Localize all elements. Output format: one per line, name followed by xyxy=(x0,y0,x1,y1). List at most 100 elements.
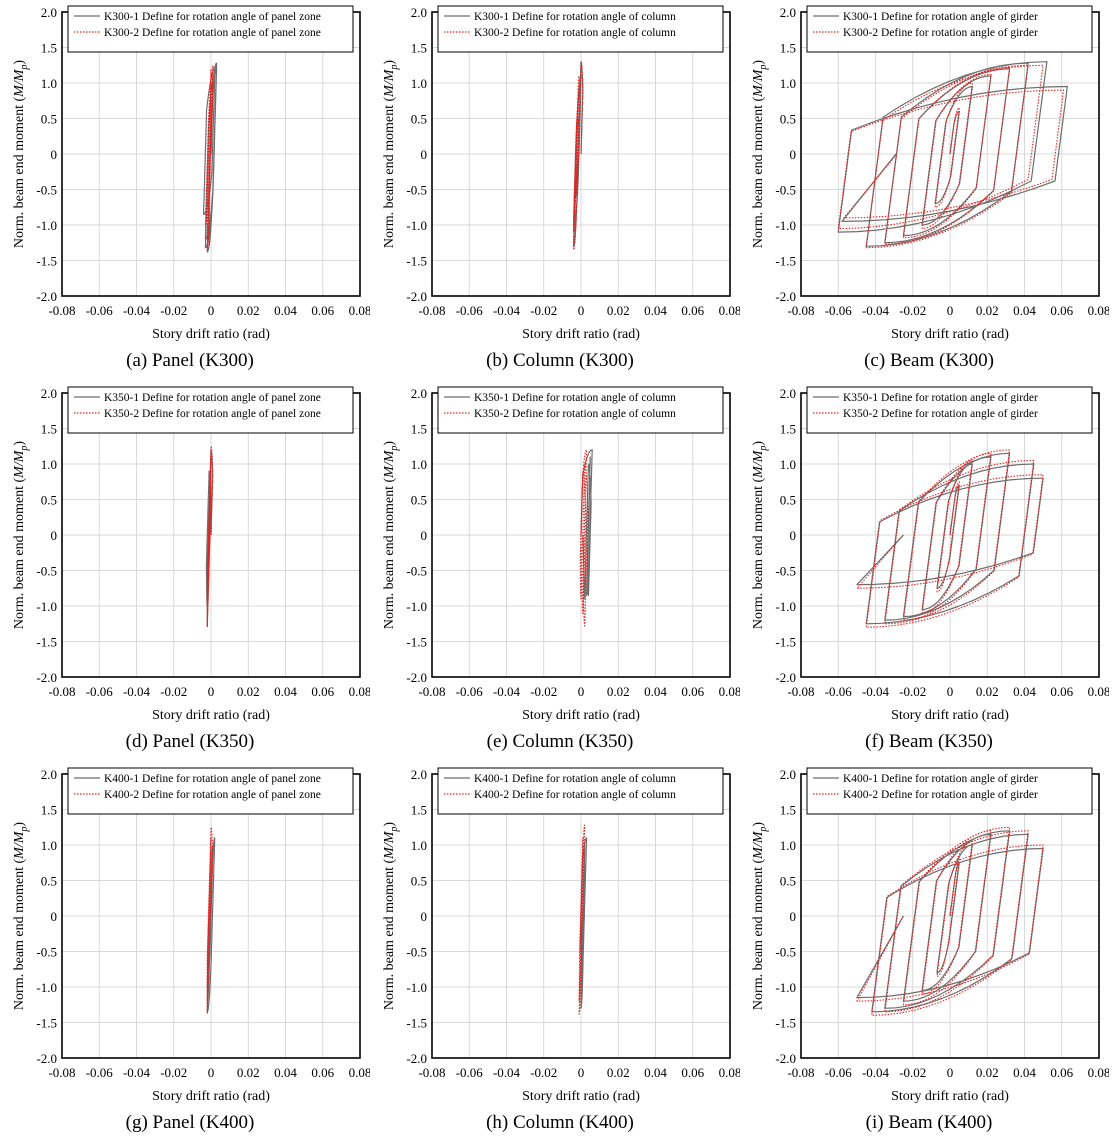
caption-c: (c) Beam (K300) xyxy=(864,350,994,371)
x-tick-label: 0.06 xyxy=(1050,684,1073,699)
y-tick-label: 0 xyxy=(51,147,58,162)
x-axis-label: Story drift ratio (rad) xyxy=(522,327,640,342)
y-tick-label: 0.5 xyxy=(41,874,57,889)
caption-i: (i) Beam (K400) xyxy=(865,1112,993,1133)
y-axis-label: Norm. beam end moment (M/Mp) xyxy=(751,60,769,248)
x-tick-label: -0.04 xyxy=(123,1065,151,1080)
chart-c: -0.08 -0.06 -0.04 -0.02 0 0.02 0.04 0.06 0.08 -2.… xyxy=(751,5,1109,342)
y-axis-label-subscript: p xyxy=(758,65,769,71)
x-tick-label: 0.02 xyxy=(607,303,630,318)
x-tick-label: -0.02 xyxy=(160,1065,187,1080)
y-tick-label: 0.5 xyxy=(780,493,796,508)
legend-label-2: K300-2 Define for rotation angle of colu… xyxy=(474,27,676,39)
y-tick-label: -1.5 xyxy=(406,635,427,650)
caption-a: (a) Panel (K300) xyxy=(126,350,254,371)
y-tick-label: 2.0 xyxy=(780,386,796,401)
x-tick-label: -0.04 xyxy=(123,684,151,699)
y-tick-label: -0.5 xyxy=(36,945,57,960)
legend: K300-1 Define for rotation angle of colu… xyxy=(437,5,724,53)
caption-f: (f) Beam (K350) xyxy=(865,731,993,752)
x-axis-label: Story drift ratio (rad) xyxy=(891,327,1009,342)
y-tick-label: -0.5 xyxy=(775,945,796,960)
x-tick-label: 0.06 xyxy=(311,303,334,318)
x-tick-label: -0.08 xyxy=(48,1065,75,1080)
x-tick-label: 0.02 xyxy=(237,1065,260,1080)
x-axis-label: Story drift ratio (rad) xyxy=(891,1089,1009,1104)
x-tick-label: 0.04 xyxy=(644,684,667,699)
y-axis-label-text: Norm. beam end moment ( xyxy=(12,858,27,1010)
x-tick-label: 0.04 xyxy=(274,1065,297,1080)
legend: K300-1 Define for rotation angle of gird… xyxy=(806,5,1093,53)
x-axis-label: Story drift ratio (rad) xyxy=(152,1089,270,1104)
x-tick-label: -0.04 xyxy=(493,684,521,699)
x-tick-label: 0.08 xyxy=(719,303,740,318)
x-tick-label: -0.04 xyxy=(123,303,151,318)
y-tick-label: -1.5 xyxy=(36,635,57,650)
y-axis-label-math: M/M xyxy=(751,449,766,479)
y-axis-label-close: ) xyxy=(751,60,766,65)
y-axis-label-text: Norm. beam end moment ( xyxy=(382,858,397,1010)
y-tick-label: -1.5 xyxy=(36,1016,57,1031)
y-tick-label: -1.0 xyxy=(36,218,57,233)
legend-label-1: K300-1 Define for rotation angle of colu… xyxy=(474,11,676,23)
y-axis-label-close: ) xyxy=(751,441,766,446)
x-tick-label: 0.02 xyxy=(237,684,260,699)
y-axis-label-subscript: p xyxy=(389,446,400,452)
legend-label-2: K400-2 Define for rotation angle of gird… xyxy=(843,789,1038,801)
y-tick-label: -2.0 xyxy=(406,1051,427,1066)
x-tick-label: -0.02 xyxy=(899,1065,926,1080)
y-tick-label: 2.0 xyxy=(41,767,57,782)
x-tick-label: 0.04 xyxy=(1013,303,1036,318)
x-tick-label: -0.06 xyxy=(456,303,484,318)
series-line-1 xyxy=(580,837,588,1009)
y-axis-label-text: Norm. beam end moment ( xyxy=(382,96,397,248)
x-tick-label: 0 xyxy=(208,1065,215,1080)
y-axis-label-subscript: p xyxy=(758,446,769,452)
legend: K400-1 Define for rotation angle of colu… xyxy=(437,767,724,815)
x-tick-label: 0.08 xyxy=(1088,303,1109,318)
y-tick-label: 0.5 xyxy=(411,112,427,127)
y-tick-label: -2.0 xyxy=(406,289,427,304)
x-tick-label: 0.08 xyxy=(719,684,740,699)
y-tick-label: 0.5 xyxy=(411,874,427,889)
x-tick-label: -0.04 xyxy=(862,303,890,318)
y-tick-label: 2.0 xyxy=(41,386,57,401)
y-tick-label: -0.5 xyxy=(406,183,427,198)
x-tick-label: 0.04 xyxy=(1013,684,1036,699)
y-tick-label: -1.5 xyxy=(406,254,427,269)
y-tick-label: 1.5 xyxy=(411,803,427,818)
y-axis-label-subscript: p xyxy=(19,65,30,71)
y-tick-label: 0 xyxy=(790,909,797,924)
caption-b: (b) Column (K300) xyxy=(486,350,634,371)
y-tick-label: 1.5 xyxy=(411,41,427,56)
x-tick-label: 0.04 xyxy=(644,1065,667,1080)
x-tick-label: -0.08 xyxy=(418,303,445,318)
x-tick-label: 0 xyxy=(208,684,215,699)
y-tick-label: 0.5 xyxy=(41,112,57,127)
y-tick-label: -0.5 xyxy=(775,183,796,198)
legend-label-2: K300-2 Define for rotation angle of gird… xyxy=(843,27,1038,39)
y-axis-label-math: M/M xyxy=(751,830,766,860)
chart-a: -0.08 -0.06 -0.04 -0.02 0 0.02 0.04 0.06 0.08 -2.… xyxy=(12,5,370,342)
x-tick-label: -0.02 xyxy=(160,684,187,699)
caption-h: (h) Column (K400) xyxy=(486,1112,634,1133)
series-line-2 xyxy=(837,64,1065,249)
x-tick-label: 0.06 xyxy=(311,684,334,699)
y-axis-label-math: M/M xyxy=(751,68,766,98)
y-tick-label: -1.0 xyxy=(775,599,796,614)
legend-label-2: K350-2 Define for rotation angle of colu… xyxy=(474,408,676,420)
x-tick-label: 0.08 xyxy=(1088,684,1109,699)
y-axis-label: Norm. beam end moment (M/Mp) xyxy=(12,60,30,248)
x-tick-label: -0.02 xyxy=(160,303,187,318)
chart-i: -0.08 -0.06 -0.04 -0.02 0 0.02 0.04 0.06 0.08 -2.… xyxy=(751,767,1109,1104)
x-tick-label: -0.08 xyxy=(418,1065,445,1080)
legend: K350-1 Define for rotation angle of colu… xyxy=(437,386,724,434)
legend: K300-1 Define for rotation angle of pane… xyxy=(67,5,354,53)
y-tick-label: -2.0 xyxy=(36,1051,57,1066)
y-axis-label-close: ) xyxy=(12,441,27,446)
legend-box xyxy=(437,386,724,434)
series-line-2 xyxy=(206,826,214,1015)
y-tick-label: 2.0 xyxy=(780,5,796,20)
x-tick-label: 0.08 xyxy=(349,1065,370,1080)
